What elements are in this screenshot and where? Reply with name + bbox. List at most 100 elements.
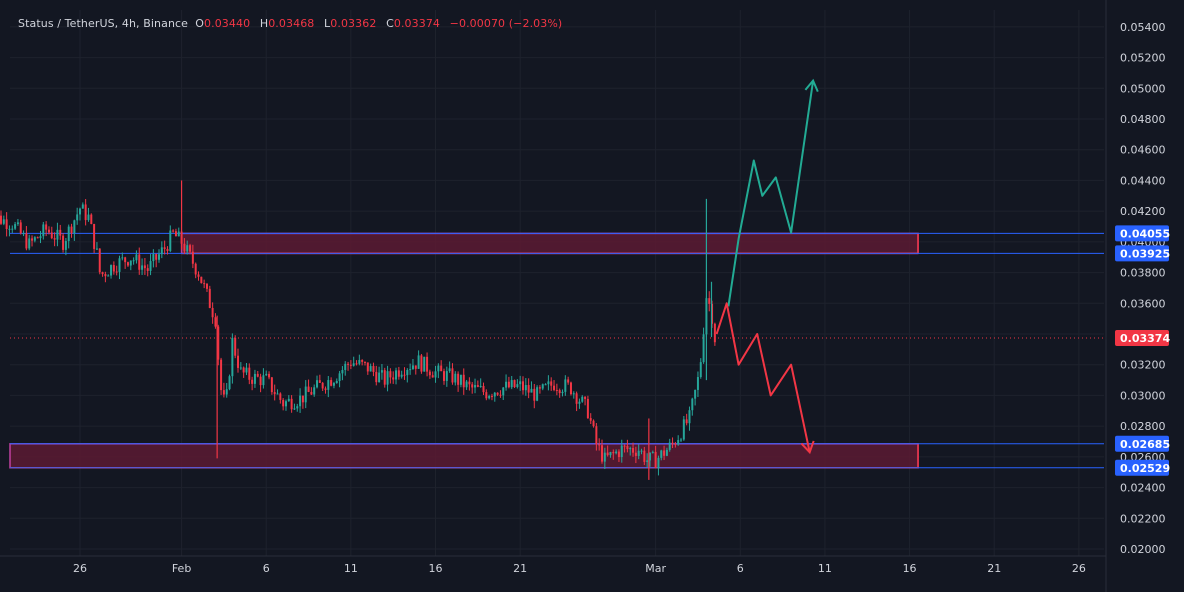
- candle-body: [282, 399, 285, 407]
- candle-body: [59, 229, 62, 236]
- candle-body: [73, 220, 76, 234]
- candle-body: [307, 386, 310, 392]
- candle-body: [465, 381, 468, 388]
- price-tick-label: 0.04200: [1120, 205, 1166, 218]
- candle-body: [259, 376, 262, 386]
- time-tick-label: 21: [513, 562, 527, 575]
- candle-body: [615, 451, 618, 454]
- candle-body: [318, 380, 321, 383]
- candle-body: [392, 377, 395, 380]
- time-tick-label: 6: [263, 562, 270, 575]
- candle-body: [149, 261, 152, 271]
- candle-body: [510, 380, 513, 388]
- candle-body: [488, 395, 491, 399]
- candle-body: [121, 257, 124, 259]
- candle-body: [609, 452, 612, 456]
- candle-body: [287, 398, 290, 402]
- candle-body: [589, 418, 592, 421]
- candle-body: [327, 380, 330, 390]
- candle-body: [442, 371, 445, 381]
- level-badge: [1115, 245, 1169, 262]
- candle-body: [474, 385, 477, 388]
- level-badge: [1115, 435, 1169, 452]
- candle-body: [682, 419, 685, 440]
- candle-body: [174, 231, 177, 237]
- candle-body: [118, 258, 121, 272]
- candle-body: [347, 363, 350, 365]
- candle-body: [643, 450, 646, 462]
- candle-body: [189, 245, 192, 252]
- candle-body: [420, 355, 423, 372]
- candle-body: [341, 369, 344, 374]
- level-badge-label: 0.02529: [1120, 462, 1170, 475]
- candle-body: [93, 223, 96, 249]
- candle-body: [299, 395, 302, 407]
- candle-body: [352, 363, 355, 366]
- candle-body: [138, 254, 141, 270]
- price-tick-label: 0.02800: [1120, 420, 1166, 433]
- candle-body: [558, 390, 561, 394]
- candle-body: [375, 371, 378, 383]
- price-tick-label: 0.02400: [1120, 482, 1166, 495]
- candle-body: [79, 208, 81, 215]
- candle-body: [296, 406, 299, 409]
- candle-body: [33, 237, 36, 241]
- candle-body: [279, 393, 282, 400]
- candle-body: [606, 452, 609, 456]
- candle-body: [640, 450, 643, 452]
- candle-body: [451, 368, 454, 383]
- candle-body: [47, 229, 50, 233]
- candle-body: [538, 387, 541, 389]
- zone-resistance: [180, 232, 919, 255]
- candle-body: [378, 372, 381, 383]
- current-price-badge: [1115, 329, 1169, 346]
- candle-body: [110, 265, 113, 276]
- candle-body: [208, 288, 211, 308]
- low-label: L: [324, 17, 331, 30]
- candle-body: [397, 370, 400, 377]
- candle-body: [634, 452, 637, 456]
- candle-body: [276, 393, 279, 395]
- price-tick-label: 0.05000: [1120, 82, 1166, 95]
- candle-body: [592, 420, 595, 427]
- candle-body: [541, 384, 544, 389]
- candle-body: [411, 365, 414, 370]
- candle-body: [158, 254, 161, 260]
- level-badge-label: 0.02685: [1120, 438, 1170, 451]
- bearish-projection-arrow: [715, 302, 811, 453]
- candle-body: [301, 395, 304, 403]
- candle-body: [248, 367, 251, 380]
- candle-body: [316, 380, 319, 388]
- candle-body: [31, 238, 34, 241]
- candle-body: [214, 317, 217, 327]
- level-badge-label: 0.04055: [1120, 227, 1170, 240]
- candle-body: [490, 395, 493, 397]
- candle-body: [426, 356, 429, 372]
- time-tick-label: 21: [987, 562, 1001, 575]
- candle-body: [637, 450, 640, 456]
- candle-body: [361, 359, 364, 362]
- candle-body: [386, 371, 389, 385]
- candle-body: [129, 260, 132, 266]
- candle-body: [516, 384, 519, 388]
- candle-body: [76, 214, 79, 221]
- open-value: 0.03440: [204, 17, 251, 30]
- candle-body: [448, 368, 451, 372]
- candle-body: [561, 391, 564, 394]
- candle-body: [132, 260, 135, 262]
- candle-body: [39, 236, 42, 239]
- candle-body: [335, 380, 338, 384]
- candle-body: [522, 381, 525, 391]
- candle-body: [28, 238, 31, 249]
- candle-body: [626, 445, 629, 450]
- candle-body: [0, 215, 2, 224]
- candle-body: [321, 382, 324, 389]
- chart-header: Status / TetherUS, 4h, Binance O0.03440 …: [18, 17, 568, 30]
- candle-body: [688, 410, 691, 424]
- candle-body: [22, 233, 25, 235]
- candle-body: [217, 326, 220, 360]
- candle-body: [657, 457, 660, 469]
- candle-body: [98, 248, 101, 273]
- candle-body: [400, 374, 403, 377]
